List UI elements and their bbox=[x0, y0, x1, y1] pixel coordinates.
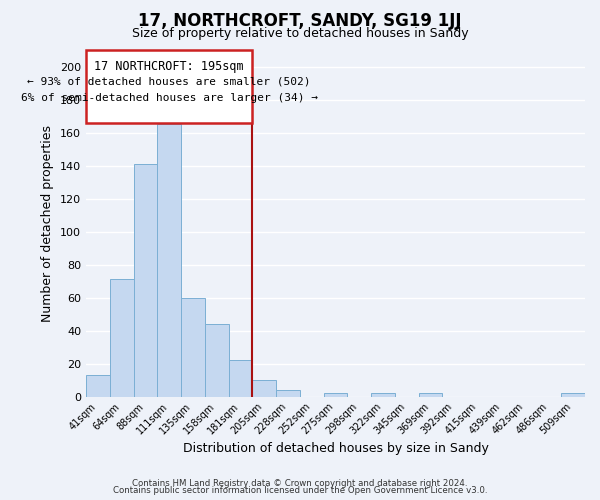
Bar bbox=[86, 50, 253, 122]
Text: 17, NORTHCROFT, SANDY, SG19 1JJ: 17, NORTHCROFT, SANDY, SG19 1JJ bbox=[138, 12, 462, 30]
Bar bbox=[205, 324, 229, 396]
Text: Contains public sector information licensed under the Open Government Licence v3: Contains public sector information licen… bbox=[113, 486, 487, 495]
Bar bbox=[419, 394, 442, 396]
X-axis label: Distribution of detached houses by size in Sandy: Distribution of detached houses by size … bbox=[182, 442, 488, 455]
Bar bbox=[323, 394, 347, 396]
Bar bbox=[134, 164, 157, 396]
Bar bbox=[181, 298, 205, 396]
Text: 17 NORTHCROFT: 195sqm: 17 NORTHCROFT: 195sqm bbox=[94, 60, 244, 73]
Bar bbox=[86, 375, 110, 396]
Bar bbox=[371, 394, 395, 396]
Y-axis label: Number of detached properties: Number of detached properties bbox=[41, 125, 55, 322]
Text: ← 93% of detached houses are smaller (502): ← 93% of detached houses are smaller (50… bbox=[28, 76, 311, 86]
Bar bbox=[253, 380, 276, 396]
Text: 6% of semi-detached houses are larger (34) →: 6% of semi-detached houses are larger (3… bbox=[20, 93, 317, 103]
Bar bbox=[110, 280, 134, 396]
Text: Size of property relative to detached houses in Sandy: Size of property relative to detached ho… bbox=[131, 28, 469, 40]
Bar bbox=[229, 360, 253, 396]
Bar bbox=[157, 124, 181, 396]
Bar bbox=[276, 390, 300, 396]
Text: Contains HM Land Registry data © Crown copyright and database right 2024.: Contains HM Land Registry data © Crown c… bbox=[132, 478, 468, 488]
Bar bbox=[561, 394, 585, 396]
